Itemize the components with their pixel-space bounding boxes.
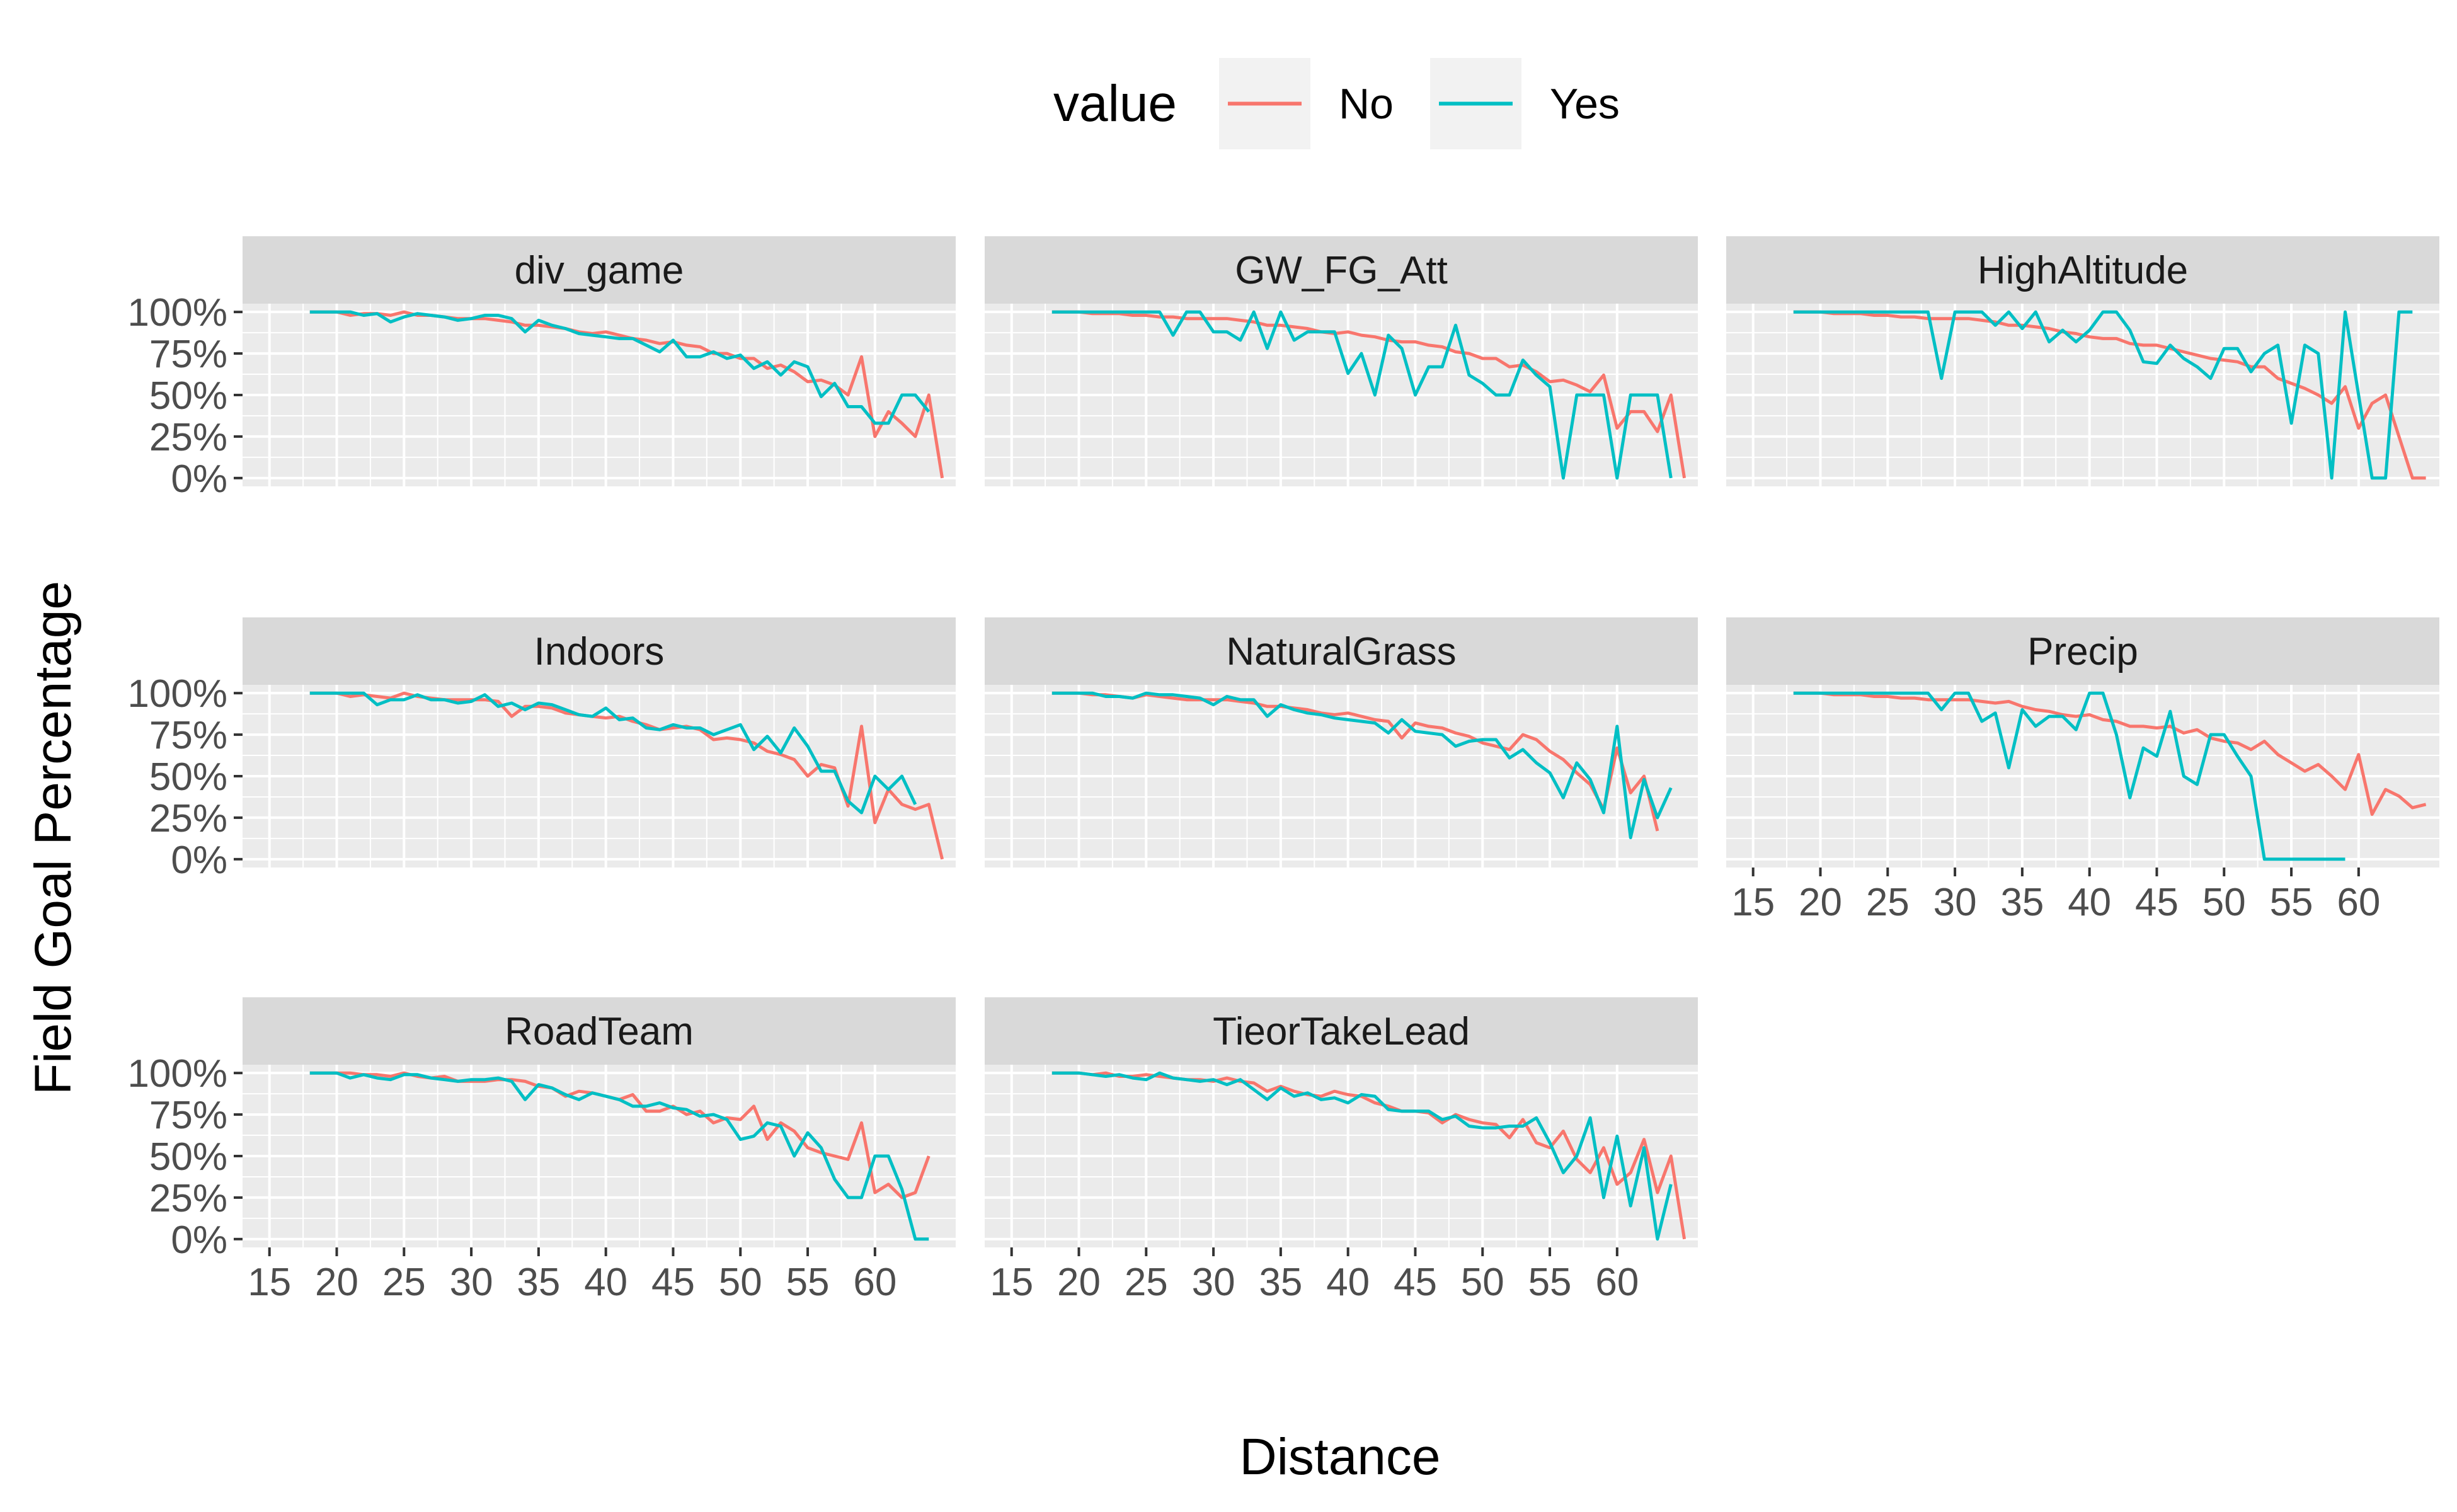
- panel-naturalgrass: NaturalGrass: [985, 617, 1698, 868]
- y-tick-label: 75%: [149, 333, 227, 376]
- strip-background: [243, 617, 956, 685]
- y-tick-label: 50%: [149, 755, 227, 799]
- y-tick-label: 25%: [149, 1177, 227, 1220]
- strip-background: [985, 617, 1698, 685]
- x-tick-label: 25: [1125, 1261, 1168, 1304]
- y-axis-title: Field Goal Percentage: [25, 581, 82, 1095]
- series-line-no: [1051, 691, 1659, 832]
- legend: value No Yes: [1053, 58, 1620, 149]
- y-tick-label: 25%: [149, 416, 227, 459]
- x-tick-label: 40: [1326, 1261, 1370, 1304]
- x-tick-label: 60: [2337, 881, 2380, 924]
- strip-label: RoadTeam: [505, 1010, 694, 1053]
- x-tick-label: 30: [1192, 1261, 1235, 1304]
- x-tick-label: 30: [1933, 881, 1977, 924]
- strip-label: div_game: [515, 249, 684, 292]
- series-line-yes: [1793, 310, 2413, 480]
- y-tick-label: 100%: [127, 1052, 227, 1096]
- series-line-yes: [1051, 310, 1673, 480]
- x-tick-label: 20: [1799, 881, 1842, 924]
- x-tick-label: 50: [1461, 1261, 1504, 1304]
- strip-label: Indoors: [534, 630, 665, 673]
- y-tick-label: 50%: [149, 1135, 227, 1179]
- x-tick-label: 15: [990, 1261, 1033, 1304]
- panel-div-game: div_game 0%25%50%75%100%: [127, 236, 956, 501]
- panel-tieortakelead: TieorTakeLead 15 20 25 30 35 40 45 50 55 60: [985, 997, 1698, 1304]
- y-tick-label: 100%: [127, 672, 227, 716]
- y-tick-label: 50%: [149, 374, 227, 418]
- x-tick-label: 20: [1057, 1261, 1101, 1304]
- x-axis-title: Distance: [1239, 1428, 1440, 1486]
- x-tick-label: 45: [2135, 881, 2179, 924]
- x-tick-label: 35: [2000, 881, 2044, 924]
- legend-item-yes: Yes: [1430, 58, 1620, 149]
- legend-label: Yes: [1550, 80, 1620, 128]
- series-line-yes: [1051, 691, 1673, 839]
- strip-label: GW_FG_Att: [1235, 249, 1448, 292]
- y-tick-label: 75%: [149, 714, 227, 757]
- series-line-yes: [309, 310, 931, 425]
- series-line-no: [1793, 691, 2427, 816]
- x-tick-label: 50: [2202, 881, 2246, 924]
- x-tick-label: 15: [248, 1261, 291, 1304]
- panel-precip: Precip 15 20 25 30 35 40 45 50 55 60: [1726, 617, 2439, 924]
- x-tick-label: 30: [450, 1261, 493, 1304]
- x-tick-label: 60: [1595, 1261, 1639, 1304]
- legend-title: value: [1053, 75, 1177, 132]
- strip-background: [243, 997, 956, 1065]
- x-tick-label: 40: [584, 1261, 627, 1304]
- strip-label: TieorTakeLead: [1213, 1010, 1470, 1053]
- x-tick-label: 55: [2270, 881, 2313, 924]
- strip-background: [985, 236, 1698, 304]
- series-line-yes: [1793, 691, 2345, 861]
- y-tick-label: 0%: [171, 457, 227, 501]
- x-tick-label: 60: [853, 1261, 896, 1304]
- strip-label: Precip: [2027, 630, 2138, 673]
- strip-background: [1726, 617, 2439, 685]
- series-line-no: [1793, 310, 2426, 480]
- x-tick-label: 20: [315, 1261, 358, 1304]
- series-line-yes: [309, 691, 917, 815]
- series-line-yes: [309, 1071, 929, 1241]
- y-tick-label: 0%: [171, 1218, 227, 1262]
- y-tick-label: 100%: [127, 291, 227, 335]
- x-tick-label: 35: [517, 1261, 560, 1304]
- x-tick-label: 45: [651, 1261, 695, 1304]
- y-tick-label: 0%: [171, 839, 227, 882]
- strip-background: [1726, 236, 2439, 304]
- panel-highaltitude: HighAltitude: [1726, 236, 2439, 486]
- strip-background: [985, 997, 1698, 1065]
- strip-label: NaturalGrass: [1226, 630, 1456, 673]
- strip-background: [243, 236, 956, 304]
- series-line-no: [1051, 1071, 1687, 1240]
- panel-roadteam: RoadTeam 0%25%50%75%100% 15 20 25 30 35 40 45 50 5…: [127, 997, 956, 1304]
- x-tick-label: 50: [719, 1261, 762, 1304]
- y-tick-label: 25%: [149, 797, 227, 840]
- panel-gw-fg-att: GW_FG_Att: [985, 236, 1698, 486]
- x-tick-label: 55: [786, 1261, 830, 1304]
- legend-item-no: No: [1219, 58, 1394, 149]
- x-tick-label: 40: [2068, 881, 2111, 924]
- x-tick-label: 35: [1259, 1261, 1302, 1304]
- series-line-no: [1051, 310, 1687, 479]
- x-tick-label: 45: [1394, 1261, 1437, 1304]
- x-tick-label: 15: [1731, 881, 1775, 924]
- strip-label: HighAltitude: [1978, 249, 2188, 292]
- panel-indoors: Indoors 0%25%50%75%100%: [127, 617, 956, 882]
- x-tick-label: 25: [1866, 881, 1910, 924]
- x-tick-label: 25: [382, 1261, 426, 1304]
- legend-label: No: [1339, 80, 1394, 128]
- x-tick-label: 55: [1528, 1261, 1572, 1304]
- series-line-yes: [1051, 1071, 1673, 1241]
- y-tick-label: 75%: [149, 1094, 227, 1137]
